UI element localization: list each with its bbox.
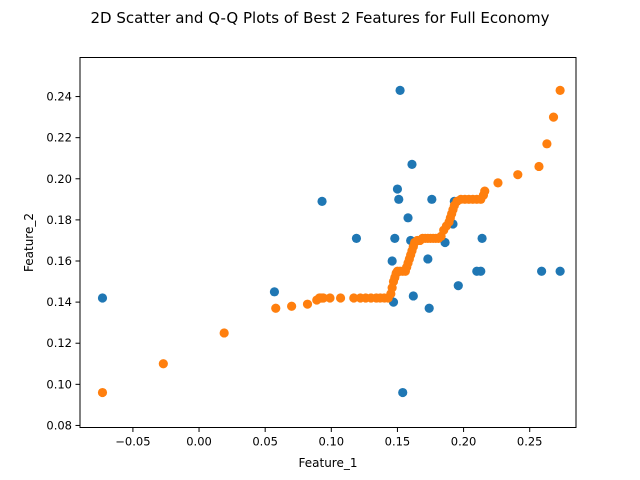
qq-point: [302, 299, 313, 309]
scatter-point: [392, 184, 403, 194]
qq-point: [97, 387, 108, 398]
qq-point: [318, 293, 328, 303]
qq-point: [493, 178, 503, 188]
qq-point: [513, 170, 523, 180]
y-tick-label: 0.18: [46, 213, 72, 227]
x-tick-label: 0.10: [319, 435, 345, 449]
y-tick-label: 0.14: [46, 295, 72, 309]
y-tick-label: 0.22: [46, 131, 72, 145]
qq-point: [548, 112, 559, 122]
scatter-point: [395, 85, 405, 95]
y-tick-label: 0.10: [46, 377, 72, 391]
qq-point: [158, 359, 168, 369]
scatter-point: [269, 287, 280, 297]
y-axis-ticks: 0.08 0.10 0.12 0.14 0.16 0.18 0.20 0.22 0.24: [46, 90, 80, 432]
y-tick-label: 0.20: [46, 172, 72, 186]
qq-point: [287, 301, 297, 311]
scatter-point: [387, 256, 397, 266]
qq-point: [271, 303, 281, 313]
plot-frame: [79, 57, 577, 428]
chart-title: 2D Scatter and Q-Q Plots of Best 2 Featu…: [90, 9, 549, 27]
x-axis-ticks: −0.05 0.00 0.05 0.10 0.15 0.20 0.25: [115, 427, 543, 449]
scatter-point: [403, 213, 413, 223]
scatter-point: [394, 194, 404, 204]
qq-point: [325, 293, 335, 303]
y-tick-label: 0.12: [46, 336, 72, 350]
qq-point: [542, 139, 552, 149]
qq-point: [555, 85, 565, 95]
scatter-point: [398, 387, 408, 398]
data-points: [97, 85, 565, 398]
scatter-point: [555, 266, 565, 276]
qq-point: [219, 328, 229, 338]
y-tick-label: 0.08: [46, 418, 72, 432]
scatter-point: [537, 266, 547, 276]
x-tick-label: 0.15: [385, 435, 411, 449]
scatter-point: [424, 303, 434, 313]
x-tick-label: 0.20: [451, 435, 477, 449]
qq-point: [349, 293, 359, 303]
qq-point: [534, 161, 544, 172]
qq-point: [480, 186, 490, 196]
x-axis-label: Feature_1: [299, 456, 358, 470]
scatter-point: [477, 233, 487, 243]
y-tick-label: 0.24: [46, 90, 72, 104]
scatter-point: [390, 233, 400, 243]
scatter-point: [476, 266, 486, 276]
scatter-point: [351, 233, 362, 243]
x-tick-label: −0.05: [115, 435, 150, 449]
scatter-point: [97, 293, 108, 303]
y-tick-label: 0.16: [46, 254, 72, 268]
y-axis-label: Feature_2: [22, 213, 36, 272]
x-tick-label: 0.25: [517, 435, 543, 449]
scatter-point: [427, 194, 437, 204]
scatter-point: [317, 196, 327, 206]
x-tick-label: 0.05: [252, 435, 278, 449]
scatter-point: [423, 254, 433, 264]
scatter-point: [408, 291, 418, 301]
scatter-point: [407, 159, 417, 169]
scatter-point: [453, 281, 463, 291]
x-tick-label: 0.00: [186, 435, 212, 449]
qq-point: [335, 293, 346, 303]
